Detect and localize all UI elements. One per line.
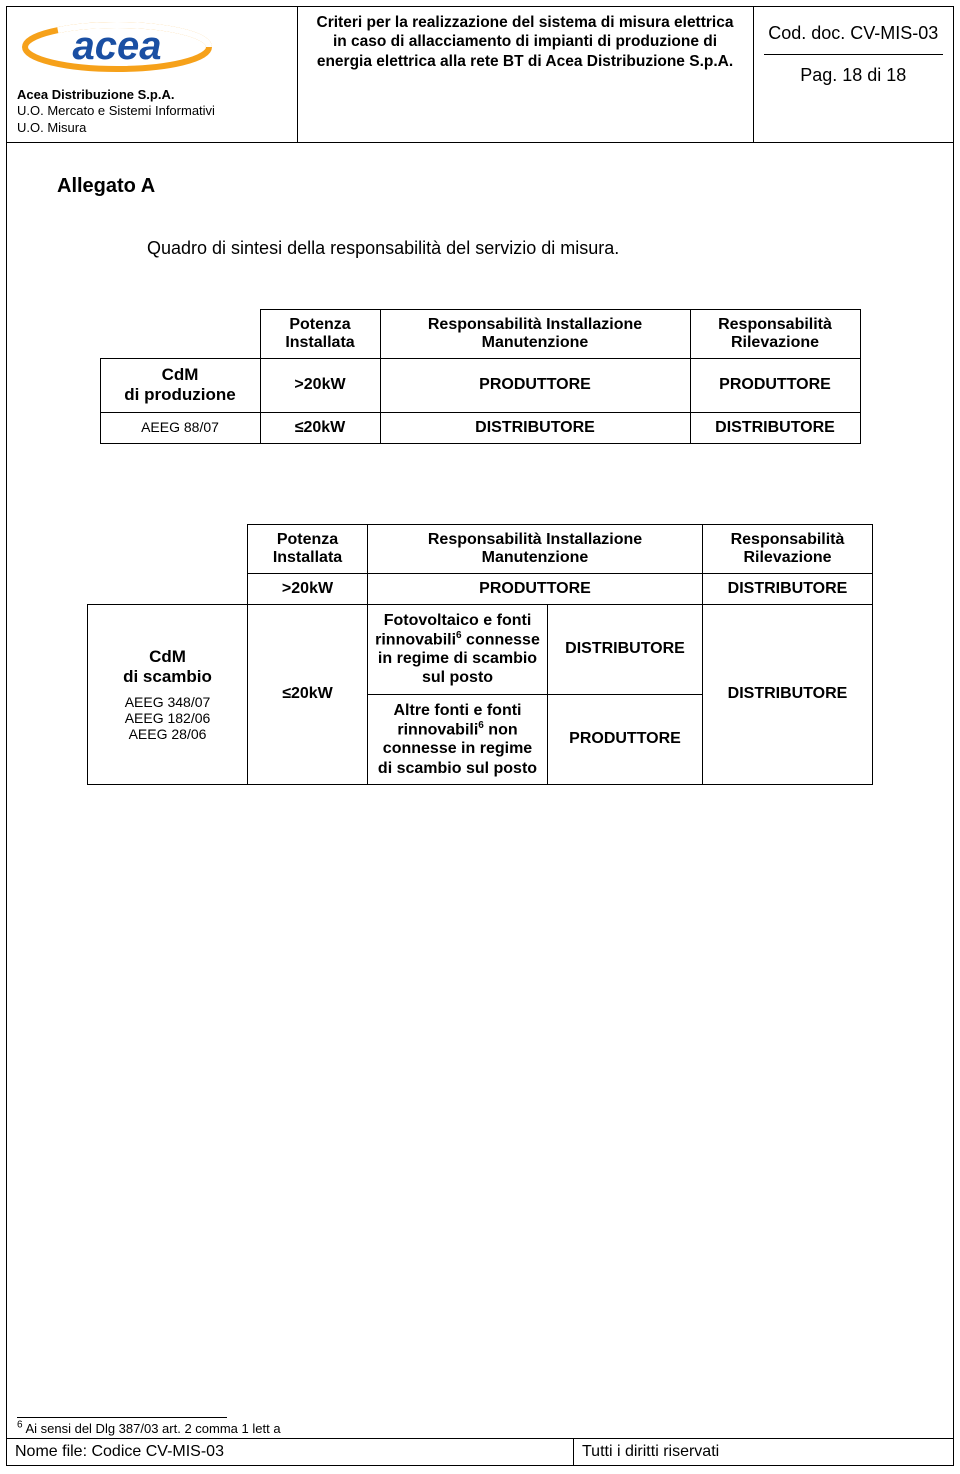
t1-left-title: CdM xyxy=(162,365,199,384)
header-code-cell: Cod. doc. CV-MIS-03 Pag. 18 di 18 xyxy=(753,7,953,142)
t2-r1-install: PRODUTTORE xyxy=(368,573,703,604)
t1-h-potenza: Potenza Installata xyxy=(260,309,380,358)
t1-left-main: CdM di produzione xyxy=(100,358,260,412)
t1-h-install: Responsabilità Installazione Manutenzion… xyxy=(380,309,690,358)
t1-r1-rilev: PRODUTTORE xyxy=(690,358,860,412)
t1-r2-pot: ≤20kW xyxy=(260,412,380,443)
t2-ref-2: AEEG 182/06 xyxy=(94,710,241,726)
t2-cell-a2: Altre fonti e fonti rinnovabili6 non con… xyxy=(368,694,548,784)
acea-logo: acea xyxy=(17,13,287,87)
footer-rights: Tutti i diritti riservati xyxy=(573,1439,953,1465)
t1-r1-pot: >20kW xyxy=(260,358,380,412)
t2-cell-a2-val: PRODUTTORE xyxy=(548,694,703,784)
t2-r2-rilev: DISTRIBUTORE xyxy=(703,604,873,784)
t2-h-potenza: Potenza Installata xyxy=(248,524,368,573)
doc-page: Pag. 18 di 18 xyxy=(764,55,944,96)
t2-h-rilev: Responsabilità Rilevazione xyxy=(703,524,873,573)
section-subtitle: Quadro di sintesi della responsabilità d… xyxy=(147,238,913,259)
t1-left-sub: di produzione xyxy=(124,385,235,404)
org-line-1: Acea Distribuzione S.p.A. xyxy=(17,87,287,103)
svg-text:acea: acea xyxy=(73,24,162,68)
allegato-heading: Allegato A xyxy=(57,175,913,198)
org-line-2: U.O. Mercato e Sistemi Informativi xyxy=(17,103,287,119)
t2-left: CdM di scambio AEEG 348/07 AEEG 182/06 A… xyxy=(88,604,248,784)
table-scambio: Potenza Installata Responsabilità Instal… xyxy=(87,524,873,785)
t2-ref-1: AEEG 348/07 xyxy=(94,694,241,710)
header-title: Criteri per la realizzazione del sistema… xyxy=(297,7,753,142)
t1-h-rilev: Responsabilità Rilevazione xyxy=(690,309,860,358)
table-produzione: Potenza Installata Responsabilità Instal… xyxy=(100,309,861,444)
t2-r1-pot: >20kW xyxy=(248,573,368,604)
org-line-3: U.O. Misura xyxy=(17,120,287,136)
t2-ref-3: AEEG 28/06 xyxy=(94,726,241,742)
footer: Nome file: Codice CV-MIS-03 Tutti i diri… xyxy=(7,1438,953,1465)
doc-code: Cod. doc. CV-MIS-03 xyxy=(764,13,944,55)
t2-r1-rilev: DISTRIBUTORE xyxy=(703,573,873,604)
footer-file: Nome file: Codice CV-MIS-03 xyxy=(7,1439,573,1465)
t2-cell-a1-val: DISTRIBUTORE xyxy=(548,604,703,694)
t1-r2-install: DISTRIBUTORE xyxy=(380,412,690,443)
footnote: 6 Ai sensi del Dlg 387/03 art. 2 comma 1… xyxy=(7,1417,953,1438)
t1-r1-install: PRODUTTORE xyxy=(380,358,690,412)
t2-left-title: CdM xyxy=(149,647,186,666)
header-left-cell: acea Acea Distribuzione S.p.A. U.O. Merc… xyxy=(7,7,297,142)
org-lines: Acea Distribuzione S.p.A. U.O. Mercato e… xyxy=(17,87,287,136)
footnote-text: Ai sensi del Dlg 387/03 art. 2 comma 1 l… xyxy=(25,1421,280,1436)
t2-h-install: Responsabilità Installazione Manutenzion… xyxy=(368,524,703,573)
page-frame: acea Acea Distribuzione S.p.A. U.O. Merc… xyxy=(6,6,954,1466)
footnote-marker: 6 xyxy=(17,1420,23,1431)
t1-left-ref: AEEG 88/07 xyxy=(100,412,260,443)
t2-left-sub: di scambio xyxy=(123,667,212,686)
t2-r2-pot: ≤20kW xyxy=(248,604,368,784)
doc-header: acea Acea Distribuzione S.p.A. U.O. Merc… xyxy=(7,7,953,143)
t2-cell-a1: Fotovoltaico e fonti rinnovabili6 connes… xyxy=(368,604,548,694)
content-area: Allegato A Quadro di sintesi della respo… xyxy=(7,143,953,1417)
t1-r2-rilev: DISTRIBUTORE xyxy=(690,412,860,443)
